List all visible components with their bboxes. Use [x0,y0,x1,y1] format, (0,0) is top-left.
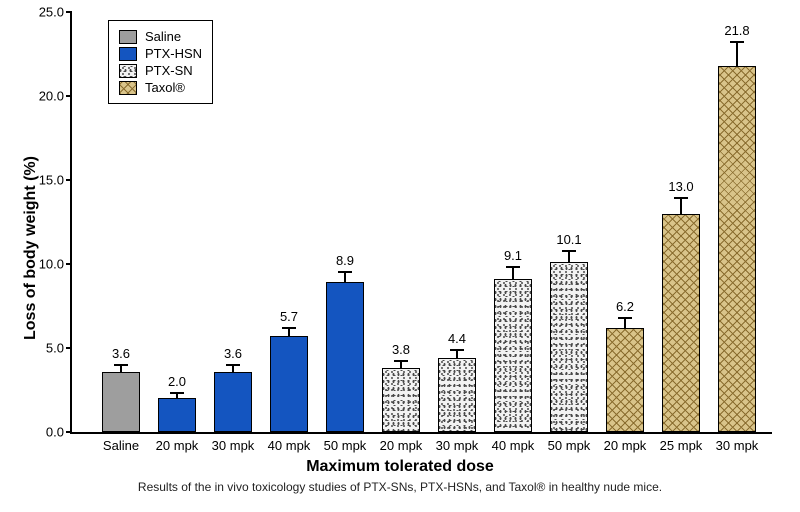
x-tick-label: 25 mpk [660,438,703,453]
x-tick-label: 50 mpk [324,438,367,453]
bar [438,358,476,432]
x-tick-label: 20 mpk [604,438,647,453]
bar [270,336,308,432]
error-bar-cap [114,364,128,366]
bar-value-label: 13.0 [651,179,711,194]
bar-value-label: 3.6 [203,346,263,361]
x-tick-label: 20 mpk [156,438,199,453]
error-bar-cap [730,41,744,43]
legend-label: Saline [145,29,181,44]
x-tick-label: 30 mpk [716,438,759,453]
bar-value-label: 6.2 [595,299,655,314]
bar-value-label: 3.8 [371,342,431,357]
error-bar-stem [120,365,122,372]
bar [718,66,756,432]
error-bar-stem [512,267,514,279]
y-tick-label: 10.0 [39,257,72,272]
bar [662,214,700,432]
bar [606,328,644,432]
error-bar-stem [568,251,570,263]
x-tick-label: 20 mpk [380,438,423,453]
legend: Saline PTX-HSN PTX-SN Taxol® [108,20,213,104]
bar-value-label: 4.4 [427,331,487,346]
legend-item: Taxol® [119,80,202,95]
bar [158,398,196,432]
bar-value-label: 8.9 [315,253,375,268]
error-bar-stem [400,361,402,368]
y-axis-label: Loss of body weight (%) [22,156,40,340]
x-tick-label: 30 mpk [436,438,479,453]
x-tick-label: 40 mpk [492,438,535,453]
error-bar-cap [394,360,408,362]
error-bar-cap [674,197,688,199]
legend-swatch [119,64,137,78]
error-bar-stem [624,318,626,328]
chart-container: 0.0 5.0 10.0 15.0 20.0 25.0 3.6 Saline 2.0 20 mpk… [0,0,800,512]
legend-swatch [119,81,137,95]
error-bar-cap [618,317,632,319]
bar [494,279,532,432]
bar [326,282,364,432]
error-bar-cap [562,250,576,252]
error-bar-cap [170,392,184,394]
y-tick-label: 25.0 [39,5,72,20]
legend-item: PTX-HSN [119,46,202,61]
chart-caption: Results of the in vivo toxicology studie… [138,480,662,494]
bar [214,372,252,432]
error-bar-stem [288,328,290,336]
legend-label: PTX-SN [145,63,193,78]
legend-item: Saline [119,29,202,44]
x-axis-label: Maximum tolerated dose [306,458,494,476]
bar-value-label: 5.7 [259,309,319,324]
x-tick-label: 50 mpk [548,438,591,453]
y-tick-label: 0.0 [46,425,72,440]
bar [102,372,140,432]
error-bar-stem [680,199,682,214]
bar-value-label: 3.6 [91,346,151,361]
error-bar-cap [506,266,520,268]
y-tick-label: 20.0 [39,89,72,104]
error-bar-cap [282,327,296,329]
x-tick-label: 40 mpk [268,438,311,453]
error-bar-cap [450,349,464,351]
bar-value-label: 21.8 [707,23,767,38]
y-tick-label: 5.0 [46,341,72,356]
x-tick-label: 30 mpk [212,438,255,453]
bar [550,262,588,432]
bar-value-label: 9.1 [483,248,543,263]
legend-item: PTX-SN [119,63,202,78]
error-bar-stem [736,42,738,66]
error-bar-stem [344,272,346,282]
bar [382,368,420,432]
y-tick-label: 15.0 [39,173,72,188]
bar-value-label: 10.1 [539,232,599,247]
error-bar-stem [456,350,458,358]
legend-label: PTX-HSN [145,46,202,61]
error-bar-stem [232,365,234,372]
legend-swatch [119,30,137,44]
legend-swatch [119,47,137,61]
bar-value-label: 2.0 [147,374,207,389]
error-bar-cap [226,364,240,366]
error-bar-cap [338,271,352,273]
x-tick-label: Saline [103,438,139,453]
legend-label: Taxol® [145,80,185,95]
